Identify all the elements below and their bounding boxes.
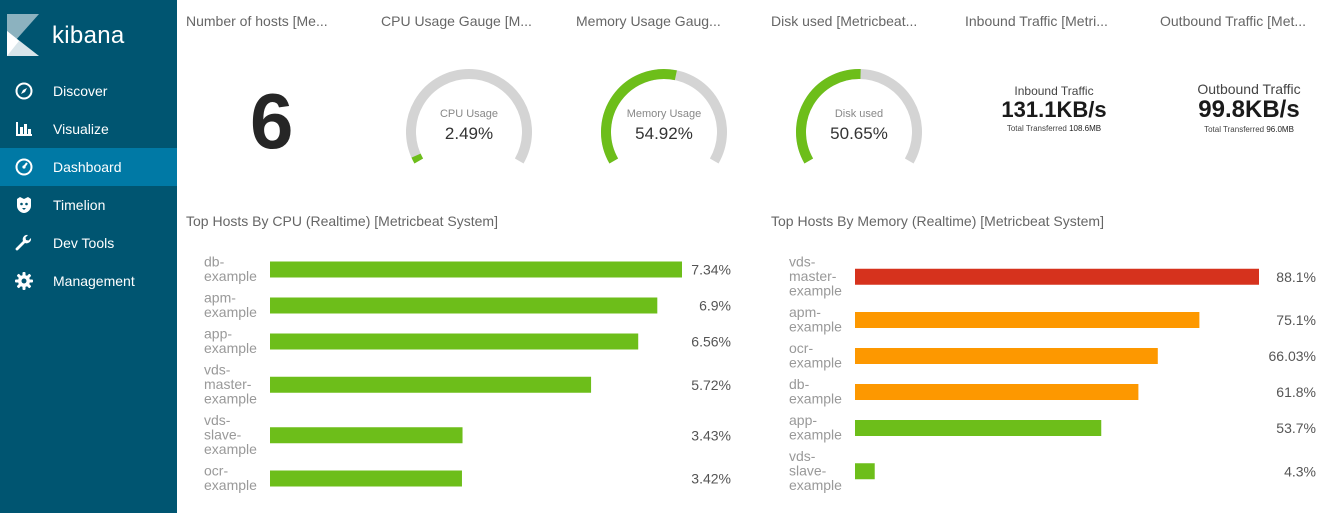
bar-value-label: 61.8% <box>1276 384 1316 400</box>
bar-category-label: db-example <box>789 376 842 407</box>
bar-category-label: vds-slave-example <box>204 412 257 457</box>
inbound-panel-title: Inbound Traffic [Metri... <box>965 13 1108 29</box>
bar-category-label: db-example <box>204 254 257 285</box>
cpu-hosts-bar-chart: db-example 7.34% apm-example 6.9% app-exampl… <box>204 254 731 494</box>
bar-category-label: ocr-example <box>204 463 257 494</box>
sidebar-item-label: Discover <box>53 83 108 99</box>
outbound-total-label: Total Transferred <box>1204 125 1265 134</box>
sidebar-item-label: Visualize <box>53 121 109 137</box>
memory-gauge-value: 54.92% <box>635 124 693 143</box>
bar-category-label: vds-slave-example <box>789 448 842 493</box>
bar[interactable] <box>855 268 1259 285</box>
wrench-icon <box>14 233 34 253</box>
memory-gauge-arc <box>601 69 727 164</box>
bar[interactable] <box>270 297 658 314</box>
gear-icon <box>14 271 34 291</box>
bar-value-label: 6.56% <box>691 334 731 350</box>
memory-hosts-bar-chart: vds-master-example 88.1% apm-example 75.1% o… <box>789 254 1316 494</box>
bar-category-label: apm-example <box>204 290 257 321</box>
sidebar-item-dev-tools[interactable]: Dev Tools <box>0 224 177 262</box>
cpu-gauge-arc <box>406 69 532 164</box>
sidebar-item-label: Dashboard <box>53 159 122 175</box>
memory-gauge-label: Memory Usage <box>626 108 702 120</box>
hosts-panel-title: Number of hosts [Me... <box>186 13 328 29</box>
bar[interactable] <box>855 348 1158 364</box>
compass-icon <box>14 81 34 101</box>
disk-gauge-value: 50.65% <box>830 124 888 143</box>
bar-value-label: 53.7% <box>1276 420 1316 436</box>
bar[interactable] <box>855 463 875 480</box>
inbound-total-label: Total Transferred <box>1006 124 1067 133</box>
memory-gauge: Memory Usage 54.92% <box>594 68 734 168</box>
sidebar-item-label: Timelion <box>53 197 106 213</box>
sidebar: kibana Discover Visualize Dashboard Time… <box>0 0 177 513</box>
outbound-traffic-label: Outbound Traffic <box>1197 81 1301 97</box>
bar[interactable] <box>270 333 639 350</box>
cpu-gauge-label: CPU Usage <box>439 108 499 120</box>
sidebar-item-timelion[interactable]: Timelion <box>0 186 177 224</box>
inbound-total: Total Transferred 108.6MB <box>979 124 1129 133</box>
bar-category-label: ocr-example <box>789 340 842 371</box>
cpu-panel-title: CPU Usage Gauge [M... <box>381 13 532 29</box>
outbound-total: Total Transferred 96.0MB <box>1174 125 1324 134</box>
sidebar-item-label: Dev Tools <box>53 235 115 251</box>
bar-value-label: 3.42% <box>691 471 731 487</box>
disk-gauge-label: Disk used <box>834 108 884 120</box>
bar[interactable] <box>855 312 1200 328</box>
bar-category-label: vds-master-example <box>204 362 257 407</box>
bar-value-label: 5.72% <box>691 377 731 393</box>
memory-gauge-fill <box>601 69 677 164</box>
disk-gauge-arc <box>796 69 922 164</box>
sidebar-nav: Discover Visualize Dashboard Timelion De… <box>0 72 177 300</box>
bar-value-label: 66.03% <box>1269 348 1316 364</box>
outbound-traffic-value: 99.8KB/s <box>1198 96 1300 123</box>
bar-value-label: 4.3% <box>1284 463 1316 479</box>
inbound-traffic-label: Inbound Traffic <box>1014 84 1094 98</box>
bar[interactable] <box>270 470 462 487</box>
outbound-traffic: Outbound Traffic 99.8KB/s Total Transfer… <box>1174 81 1324 134</box>
sidebar-item-dashboard[interactable]: Dashboard <box>0 148 177 186</box>
bar[interactable] <box>855 384 1139 400</box>
memory-panel-title: Memory Usage Gaug... <box>576 13 721 29</box>
sidebar-item-discover[interactable]: Discover <box>0 72 177 110</box>
timelion-icon <box>14 195 34 215</box>
bar-value-label: 3.43% <box>691 427 731 443</box>
cpu-chart-title: Top Hosts By CPU (Realtime) [Metricbeat … <box>186 213 498 229</box>
sidebar-item-management[interactable]: Management <box>0 262 177 300</box>
bar[interactable] <box>855 420 1102 436</box>
kibana-logo-icon <box>7 14 39 56</box>
bar[interactable] <box>270 261 682 278</box>
bar-category-label: vds-master-example <box>789 254 842 299</box>
brand-name: kibana <box>52 22 125 49</box>
sidebar-item-label: Management <box>53 273 135 289</box>
inbound-total-value: 108.6MB <box>1069 124 1102 133</box>
bar-category-label: app-example <box>789 412 842 443</box>
cpu-gauge: CPU Usage 2.49% <box>399 68 539 168</box>
bar-value-label: 75.1% <box>1276 312 1316 328</box>
bar-category-label: apm-example <box>789 304 842 335</box>
memory-chart-title: Top Hosts By Memory (Realtime) [Metricbe… <box>771 213 1104 229</box>
bar-value-label: 88.1% <box>1276 269 1316 285</box>
disk-panel-title: Disk used [Metricbeat... <box>771 13 918 29</box>
bar-chart-icon <box>14 119 34 139</box>
outbound-panel-title: Outbound Traffic [Met... <box>1160 13 1307 29</box>
inbound-traffic: Inbound Traffic 131.1KB/s Total Transfer… <box>979 84 1129 133</box>
bar[interactable] <box>270 376 592 393</box>
bar-category-label: app-example <box>204 326 257 357</box>
hosts-count: 6 <box>250 77 294 165</box>
outbound-total-value: 96.0MB <box>1266 125 1294 134</box>
disk-gauge-fill <box>796 69 861 164</box>
cpu-gauge-fill <box>411 153 424 164</box>
bar-value-label: 6.9% <box>699 298 731 314</box>
inbound-traffic-value: 131.1KB/s <box>1001 97 1107 122</box>
sidebar-item-visualize[interactable]: Visualize <box>0 110 177 148</box>
cpu-gauge-value: 2.49% <box>444 124 494 143</box>
bar-value-label: 7.34% <box>691 262 731 278</box>
cpu-gauge-track <box>406 69 532 164</box>
bar[interactable] <box>270 427 463 444</box>
disk-gauge: Disk used 50.65% <box>789 68 929 168</box>
dashboard-icon <box>14 157 34 177</box>
brand[interactable]: kibana <box>0 0 177 72</box>
